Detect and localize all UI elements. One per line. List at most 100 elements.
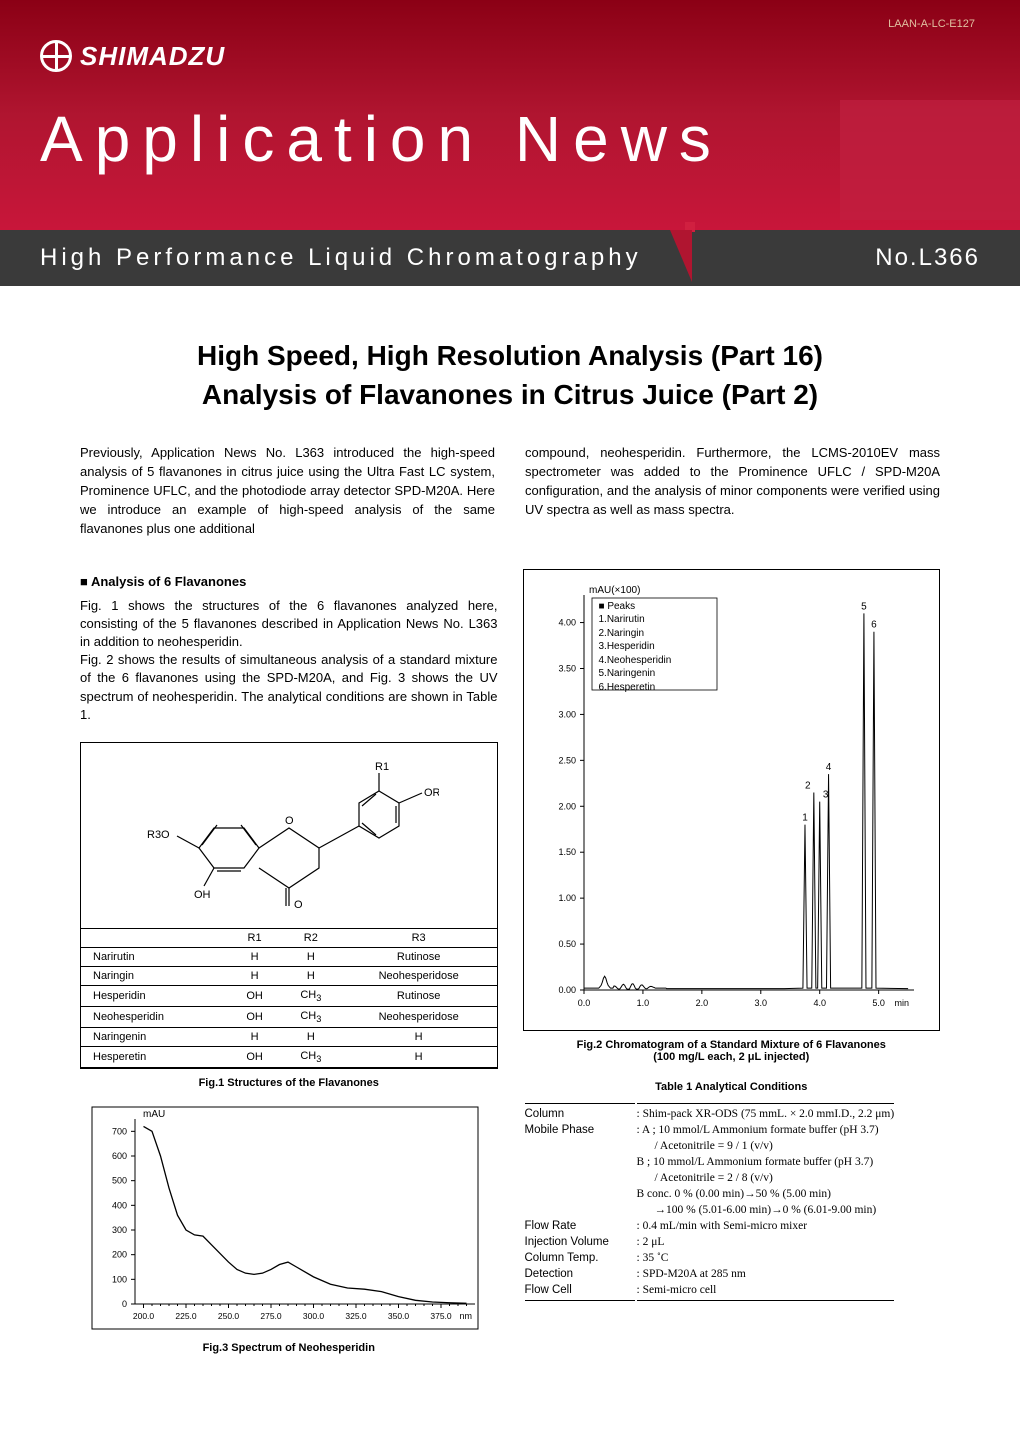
svg-text:225.0: 225.0 xyxy=(175,1311,197,1321)
shimadzu-logo-icon xyxy=(40,40,72,72)
fig1-caption: Fig.1 Structures of the Flavanones xyxy=(80,1077,498,1089)
svg-text:0.50: 0.50 xyxy=(558,939,576,949)
document-id: LAAN-A-LC-E127 xyxy=(888,18,975,30)
struct-table-row: HesperetinOHCH3H xyxy=(81,1047,497,1068)
svg-text:300: 300 xyxy=(112,1225,127,1235)
conditions-row: Flow Rate: 0.4 mL/min with Semi-micro mi… xyxy=(525,1219,895,1233)
svg-text:500: 500 xyxy=(112,1176,127,1186)
svg-text:5: 5 xyxy=(861,601,867,612)
svg-text:nm: nm xyxy=(459,1311,472,1321)
svg-text:1.50: 1.50 xyxy=(558,847,576,857)
svg-text:100: 100 xyxy=(112,1275,127,1285)
svg-text:3.50: 3.50 xyxy=(558,663,576,673)
svg-text:mAU(×100): mAU(×100) xyxy=(589,585,640,596)
category-text: High Performance Liquid Chromatography xyxy=(40,244,642,272)
label-or2: OR2 xyxy=(424,787,439,799)
conditions-row: B ; 10 mmol/L Ammonium formate buffer (p… xyxy=(525,1155,895,1169)
left-column: ■ Analysis of 6 Flavanones Fig. 1 shows … xyxy=(80,559,498,1370)
flavanone-structure-diagram: R1 OR2 R3O O OH O xyxy=(139,758,439,918)
struct-table-row: NaringeninHHH xyxy=(81,1028,497,1047)
conditions-row: Mobile Phase: A ; 10 mmol/L Ammonium for… xyxy=(525,1123,895,1137)
svg-text:700: 700 xyxy=(112,1127,127,1137)
chromatogram-chart: mAU(×100)0.000.501.001.502.002.503.003.5… xyxy=(534,580,929,1020)
struct-table-row: NeohesperidinOHCH3Neohesperidose xyxy=(81,1007,497,1028)
conditions-row: Detection: SPD-M20A at 285 nm xyxy=(525,1267,895,1281)
svg-text:0: 0 xyxy=(122,1299,127,1309)
svg-text:2: 2 xyxy=(805,780,811,791)
category-bar: High Performance Liquid Chromatography N… xyxy=(0,230,1020,286)
svg-text:2.00: 2.00 xyxy=(558,801,576,811)
peak-label-1: 1.Narirutin xyxy=(599,613,672,627)
conditions-row: / Acetonitrile = 9 / 1 (v/v) xyxy=(525,1139,895,1153)
svg-text:375.0: 375.0 xyxy=(430,1311,452,1321)
peak-label-5: 5.Naringenin xyxy=(599,667,672,681)
peak-label-4: 4.Neohesperidin xyxy=(599,654,672,668)
svg-text:325.0: 325.0 xyxy=(345,1311,367,1321)
svg-text:350.0: 350.0 xyxy=(388,1311,410,1321)
title-line-1: High Speed, High Resolution Analysis (Pa… xyxy=(40,336,980,375)
svg-text:400: 400 xyxy=(112,1201,127,1211)
brand-name: SHIMADZU xyxy=(80,41,225,72)
struct-table-row: HesperidinOHCH3Rutinose xyxy=(81,985,497,1006)
label-o: O xyxy=(285,815,294,827)
title-line-2: Analysis of Flavanones in Citrus Juice (… xyxy=(40,375,980,414)
svg-text:5.0: 5.0 xyxy=(872,998,885,1008)
peak-label-2: 2.Naringin xyxy=(599,627,672,641)
section-heading: ■ Analysis of 6 Flavanones xyxy=(80,574,498,589)
peaks-legend-head: ■ Peaks xyxy=(599,600,672,614)
svg-text:250.0: 250.0 xyxy=(218,1311,240,1321)
struct-table-row: NarirutinHHRutinose xyxy=(81,947,497,966)
label-r3o: R3O xyxy=(147,829,170,841)
conditions-row: Injection Volume: 2 μL xyxy=(525,1235,895,1249)
svg-text:2.50: 2.50 xyxy=(558,755,576,765)
conditions-row: Column: Shim-pack XR-ODS (75 mmL. × 2.0 … xyxy=(525,1103,895,1121)
peak-label-6: 6.Hesperetin xyxy=(599,681,672,695)
svg-text:300.0: 300.0 xyxy=(303,1311,325,1321)
main-title: High Speed, High Resolution Analysis (Pa… xyxy=(0,286,1020,444)
structure-table: R1 R2 R3 NarirutinHHRutinoseNaringinHHNe… xyxy=(81,928,497,1069)
conditions-row: Flow Cell: Semi-micro cell xyxy=(525,1283,895,1301)
svg-text:600: 600 xyxy=(112,1151,127,1161)
svg-text:1.0: 1.0 xyxy=(636,998,649,1008)
svg-text:6: 6 xyxy=(871,619,877,630)
fig2-caption-2: (100 mg/L each, 2 μL injected) xyxy=(523,1051,941,1063)
label-r1: R1 xyxy=(375,761,389,773)
svg-text:3.0: 3.0 xyxy=(754,998,767,1008)
svg-text:3: 3 xyxy=(822,789,828,800)
right-column: mAU(×100)0.000.501.001.502.002.503.003.5… xyxy=(523,559,941,1370)
fig2-caption: Fig.2 Chromatogram of a Standard Mixture… xyxy=(523,1039,941,1051)
structure-figure-box: R1 OR2 R3O O OH O R1 R2 R3 NarirutinHHRu… xyxy=(80,742,498,1070)
fig3-caption: Fig.3 Spectrum of Neohesperidin xyxy=(80,1342,498,1354)
application-news-title: Application News xyxy=(40,102,980,176)
svg-text:0.0: 0.0 xyxy=(577,998,590,1008)
svg-text:3.00: 3.00 xyxy=(558,709,576,719)
conditions-row: →100 % (5.01-6.00 min)→0 % (6.01-9.00 mi… xyxy=(525,1203,895,1217)
header-banner: LAAN-A-LC-E127 SHIMADZU Application News xyxy=(0,0,1020,230)
intro-right: compound, neohesperidin. Furthermore, th… xyxy=(525,444,940,538)
table1-title: Table 1 Analytical Conditions xyxy=(523,1081,941,1093)
intro-left: Previously, Application News No. L363 in… xyxy=(80,444,495,538)
svg-text:1.00: 1.00 xyxy=(558,893,576,903)
chromatogram-box: mAU(×100)0.000.501.001.502.002.503.003.5… xyxy=(523,569,941,1031)
svg-text:200.0: 200.0 xyxy=(133,1311,155,1321)
brand-logo-row: SHIMADZU xyxy=(40,40,980,72)
svg-text:4.0: 4.0 xyxy=(813,998,826,1008)
struct-table-row: NaringinHHNeohesperidose xyxy=(81,966,497,985)
accent-square xyxy=(685,222,695,232)
svg-text:min: min xyxy=(894,998,909,1008)
label-o2: O xyxy=(294,899,303,911)
svg-text:1: 1 xyxy=(802,812,808,823)
svg-text:4: 4 xyxy=(825,762,831,773)
struct-table-header: R1 R2 R3 xyxy=(81,928,497,947)
issue-number: No.L366 xyxy=(875,244,980,272)
svg-text:200: 200 xyxy=(112,1250,127,1260)
svg-text:mAU: mAU xyxy=(143,1109,165,1120)
conditions-row: B conc. 0 % (0.00 min)→50 % (5.00 min) xyxy=(525,1187,895,1201)
conditions-row: Column Temp.: 35 ˚C xyxy=(525,1251,895,1265)
label-oh: OH xyxy=(194,889,211,901)
peak-label-3: 3.Hesperidin xyxy=(599,640,672,654)
svg-text:275.0: 275.0 xyxy=(260,1311,282,1321)
svg-text:4.00: 4.00 xyxy=(558,617,576,627)
svg-text:2.0: 2.0 xyxy=(695,998,708,1008)
spectrum-chart: mAU 0 100 200 300 400 500 600 700 200.0 225.0 250.0… xyxy=(80,1104,490,1334)
